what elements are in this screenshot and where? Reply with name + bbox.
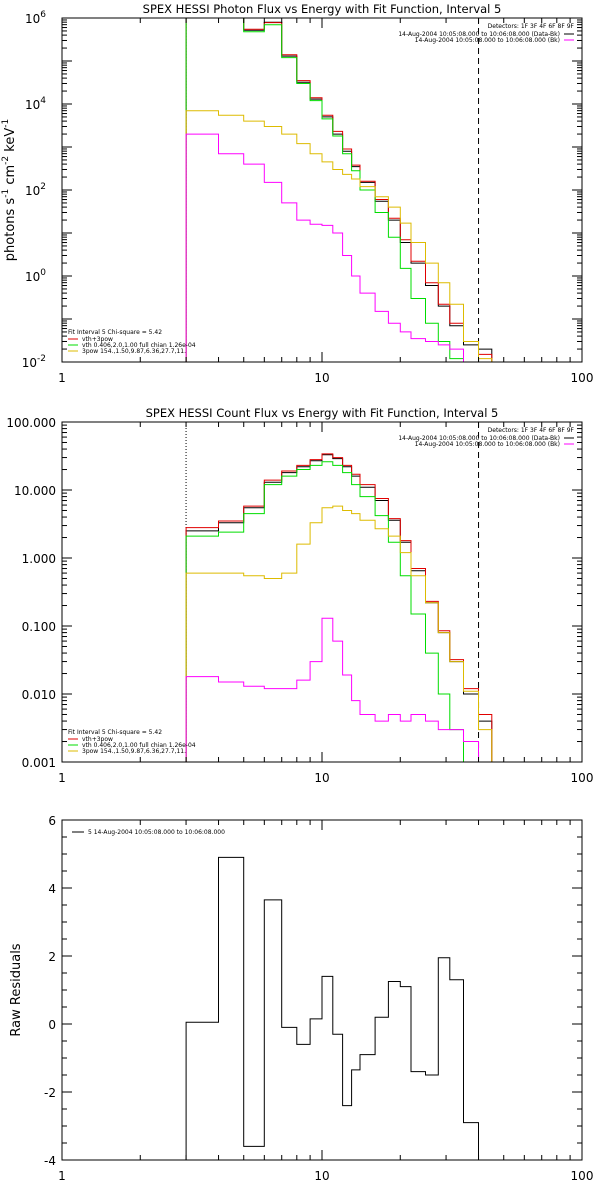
x-tick-label: 1 xyxy=(58,771,66,785)
x-tick-label: 100 xyxy=(571,1169,594,1183)
y-tick-label: 0.010 xyxy=(22,688,56,702)
series-line-1 xyxy=(185,856,493,1160)
x-tick-label: 100 xyxy=(571,371,594,385)
plot-frame xyxy=(61,421,583,763)
x-tick-label: 10 xyxy=(314,771,329,785)
series-line-5 xyxy=(185,133,479,362)
x-tick-label: 10 xyxy=(314,1169,329,1183)
chart-panel-1: SPEX HESSI Photon Flux vs Energy with Fi… xyxy=(1,2,593,385)
y-tick-label: 4 xyxy=(48,882,56,896)
x-tick-label: 100 xyxy=(571,771,594,785)
y-tick-label: 1.000 xyxy=(22,552,56,566)
legend-entry-label: vth 0.406,2.0,1.00 full chian 1.26e-04 xyxy=(82,342,196,349)
series-line-1 xyxy=(185,18,493,362)
legend-entry-label: 14-Aug-2004 10:05:08.000 to 10:06:08.000… xyxy=(398,31,560,38)
x-tick-label: 1 xyxy=(58,371,66,385)
y-tick-label: 100 xyxy=(25,268,46,284)
y-tick-label: 102 xyxy=(25,182,46,198)
series-line-4 xyxy=(185,110,493,362)
legend-entry-label: 14-Aug-2004 10:05:08.000 to 10:06:08.000… xyxy=(398,435,560,442)
y-tick-label: 0.100 xyxy=(22,620,56,634)
legend-entry-label: vth+3pow xyxy=(82,736,113,743)
y-tick-label: 104 xyxy=(25,96,46,112)
y-tick-label: -4 xyxy=(44,1154,56,1168)
y-tick-label: 2 xyxy=(48,950,56,964)
legend-entry-label: 3pow 154.,1.50,9.87,6.36,27.7,11. xyxy=(82,748,186,755)
legend-entry-label: 14-Aug-2004 10:05:08.000 to 10:06:08.000… xyxy=(415,37,560,44)
series-group xyxy=(185,453,493,762)
y-tick-label: 10.000 xyxy=(14,484,56,498)
y-tick-label: 6 xyxy=(48,814,56,828)
series-group xyxy=(185,856,493,1160)
y-tick-label: 10-2 xyxy=(22,354,46,370)
y-tick-label: 0.001 xyxy=(22,756,56,770)
x-tick-label: 1 xyxy=(58,1169,66,1183)
y-tick-label: 100.000 xyxy=(6,416,56,430)
series-line-2 xyxy=(185,18,493,362)
chart-title: SPEX HESSI Count Flux vs Energy with Fit… xyxy=(146,406,499,420)
chart-panel-2: SPEX HESSI Count Flux vs Energy with Fit… xyxy=(6,406,593,785)
y-axis-label: Raw Residuals xyxy=(9,943,24,1036)
chart-title: SPEX HESSI Photon Flux vs Energy with Fi… xyxy=(143,2,502,16)
legend-header: Fit Interval 5 Chi-square = 5.42 xyxy=(68,729,162,736)
series-line-5 xyxy=(185,617,493,762)
y-tick-label: -2 xyxy=(44,1086,56,1100)
y-tick-label: 106 xyxy=(25,10,46,26)
legend-entry-label: vth+3pow xyxy=(82,336,113,343)
chart-panel-3: 1 10 100 -4 -2 0 2 4 6 Raw Residuals 5 14-Aug-2004… xyxy=(9,814,593,1183)
series-line-3 xyxy=(185,18,464,362)
series-line-1 xyxy=(185,454,493,762)
series-line-4 xyxy=(185,505,493,762)
legend-entry-label: vth 0.406,2.0,1.00 full chian 1.26e-04 xyxy=(82,742,196,749)
legend-entry-label: 3pow 154.,1.50,9.87,6.36,27.7,11. xyxy=(82,348,186,355)
x-tick-label: 10 xyxy=(314,371,329,385)
series-line-2 xyxy=(185,453,493,762)
y-axis-label: photons s-1 cm-2 keV-1 xyxy=(1,119,18,261)
legend-header: Detectors: 1F 3F 4F 6F 8F 9F xyxy=(488,427,575,434)
y-tick-label: 0 xyxy=(48,1018,56,1032)
plot-frame xyxy=(61,17,583,363)
legend-entry-label: 14-Aug-2004 10:05:08.000 to 10:06:08.000… xyxy=(415,441,560,448)
series-group xyxy=(185,18,493,362)
series-line-3 xyxy=(185,461,479,762)
legend-entry-label: 5 14-Aug-2004 10:05:08.000 to 10:06:08.0… xyxy=(88,829,225,836)
legend-header: Detectors: 1F 3F 4F 6F 8F 9F xyxy=(488,23,575,30)
legend-header: Fit Interval 5 Chi-square = 5.42 xyxy=(68,329,162,336)
